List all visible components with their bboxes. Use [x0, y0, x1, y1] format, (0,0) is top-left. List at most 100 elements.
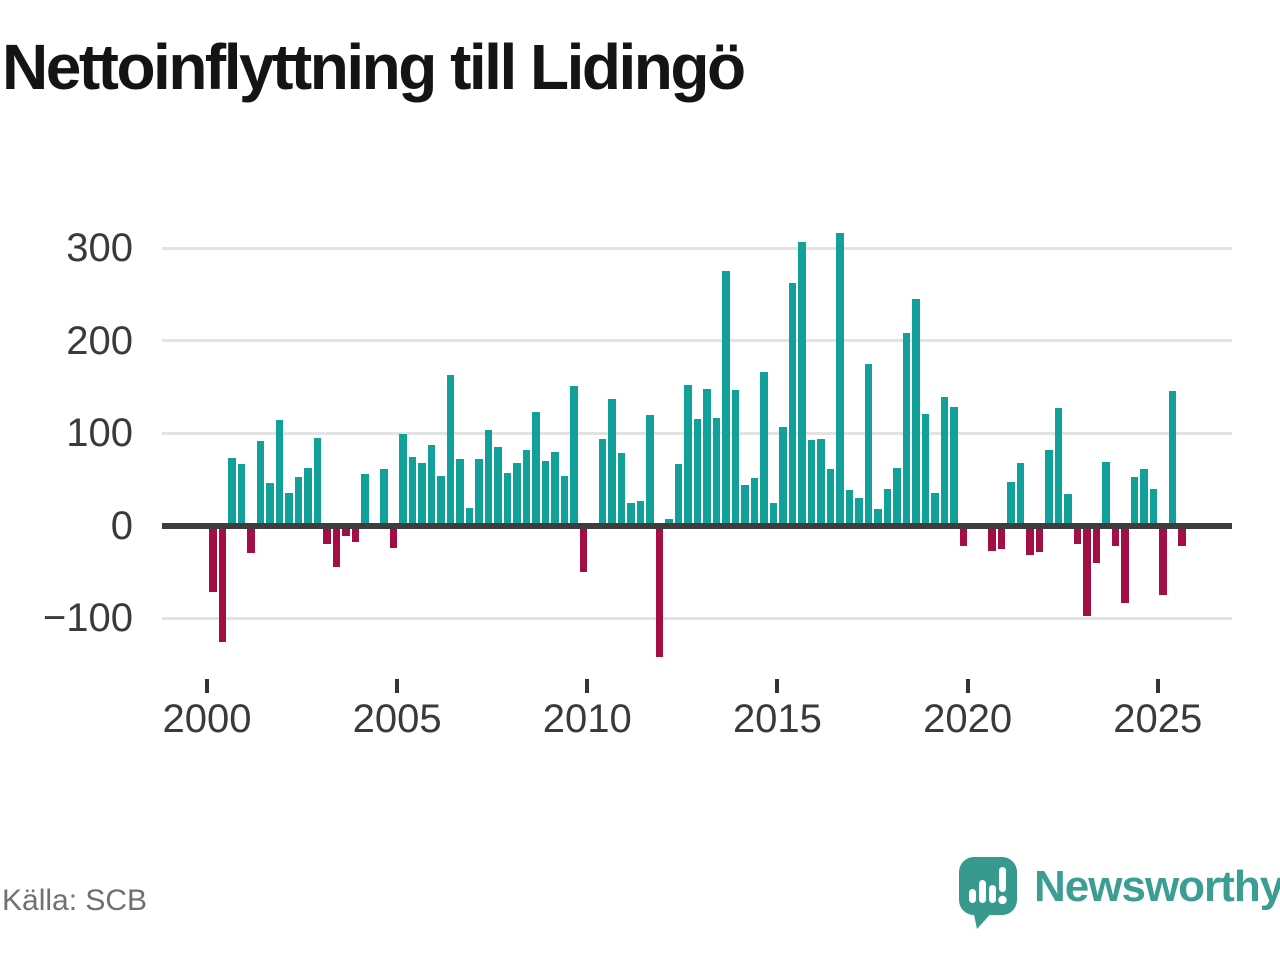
bar-2000Q4 [237, 464, 246, 526]
bar-2013Q3 [722, 271, 730, 526]
bar-2004Q1 [361, 473, 369, 526]
bar-2003Q4 [351, 525, 360, 543]
bar-2017Q3 [874, 508, 882, 526]
bar-2013Q4 [731, 389, 740, 526]
bar-2015Q1 [779, 427, 787, 526]
bar-2023Q1 [1083, 525, 1091, 617]
bar-2002Q3 [304, 468, 312, 526]
bar-2015Q3 [798, 241, 806, 526]
bar-2009Q4 [579, 525, 588, 572]
bar-2025Q2 [1168, 391, 1177, 526]
x-tick-2000 [205, 679, 209, 693]
bar-2018Q1 [893, 468, 901, 526]
bar-2016Q3 [836, 233, 844, 526]
x-tick-2020 [965, 679, 970, 693]
bar-2013Q1 [703, 388, 711, 526]
bar-2018Q2 [902, 333, 911, 526]
newsworthy-logo-text: Newsworthy [1034, 862, 1280, 911]
bar-2018Q3 [912, 298, 920, 526]
bar-2010Q2 [598, 438, 607, 526]
bar-2012Q3 [684, 384, 692, 526]
bar-2021Q1 [1007, 482, 1015, 526]
bar-2003Q3 [342, 525, 350, 536]
bar-2004Q4 [389, 525, 398, 548]
bar-2006Q4 [465, 507, 474, 526]
bar-2022Q4 [1073, 525, 1082, 544]
bar-2007Q1 [475, 458, 483, 526]
bar-2014Q2 [750, 478, 759, 526]
bar-2019Q3 [950, 407, 958, 526]
bar-2017Q2 [864, 363, 873, 526]
bar-2019Q1 [931, 493, 939, 526]
y-axis-label-100: 100 [66, 411, 133, 455]
bar-2024Q4 [1149, 488, 1158, 526]
bar-2005Q4 [427, 445, 436, 526]
bar-2003Q1 [323, 525, 331, 544]
bar-2016Q2 [826, 469, 835, 526]
bar-2011Q2 [636, 500, 645, 526]
bar-2014Q1 [741, 484, 749, 526]
bar-2025Q3 [1178, 525, 1186, 546]
bar-2022Q3 [1064, 494, 1072, 526]
bar-2007Q3 [494, 446, 502, 526]
bar-2011Q4 [655, 525, 664, 657]
bar-2000Q2 [218, 525, 227, 643]
bar-2004Q3 [380, 469, 388, 526]
x-axis-label-2025: 2025 [1113, 697, 1203, 741]
bar-2022Q1 [1045, 449, 1053, 526]
bar-2001Q2 [256, 441, 265, 526]
bar-2006Q1 [437, 475, 445, 526]
bar-2020Q3 [988, 525, 996, 552]
bar-2011Q1 [627, 503, 635, 526]
bar-2014Q3 [760, 371, 768, 526]
bar-2000Q3 [228, 457, 236, 526]
bar-2017Q1 [855, 497, 863, 526]
x-axis-label-2020: 2020 [923, 697, 1013, 741]
bar-2005Q3 [418, 462, 426, 526]
bar-2002Q2 [294, 477, 303, 526]
bar-2000Q1 [209, 525, 217, 593]
bar-2007Q4 [503, 472, 512, 526]
bar-2017Q4 [883, 488, 892, 526]
bar-2022Q2 [1054, 408, 1063, 526]
bar-2001Q3 [266, 482, 274, 526]
bar-2023Q4 [1111, 525, 1120, 546]
bar-2009Q1 [551, 452, 559, 526]
x-tick-2015 [775, 679, 780, 693]
bar-2016Q4 [845, 490, 854, 526]
bar-2010Q3 [608, 398, 616, 526]
x-tick-2025 [1155, 679, 1160, 693]
source-note: Källa: SCB [2, 884, 148, 917]
y-axis-label-200: 200 [66, 318, 133, 363]
bar-2024Q2 [1130, 477, 1139, 526]
bar-2006Q2 [446, 374, 455, 526]
bar-2003Q2 [332, 525, 341, 568]
bar-2014Q4 [769, 503, 778, 526]
bar-2016Q1 [817, 439, 825, 526]
bar-2002Q1 [285, 493, 293, 526]
x-axis-label-2010: 2010 [542, 697, 632, 741]
bar-2005Q1 [399, 433, 407, 526]
bar-2011Q3 [646, 414, 654, 526]
chart-title: Nettoinflyttning till Lidingö [2, 31, 746, 103]
x-axis-label-2000: 2000 [162, 697, 252, 741]
bar-2012Q2 [674, 463, 683, 526]
bar-2024Q1 [1121, 525, 1129, 604]
x-axis-label-2005: 2005 [352, 697, 442, 741]
gridline-300 [162, 246, 1232, 250]
bar-2009Q2 [560, 476, 569, 526]
bar-2010Q4 [617, 453, 626, 526]
gridline-200 [162, 339, 1232, 342]
bar-2001Q4 [275, 420, 284, 526]
bar-2015Q4 [807, 440, 816, 526]
bar-2021Q4 [1035, 525, 1044, 553]
bar-2008Q1 [513, 462, 521, 526]
bar-2007Q2 [484, 430, 493, 526]
bar-2009Q3 [570, 385, 578, 526]
bar-2025Q1 [1159, 525, 1167, 595]
bar-2023Q2 [1092, 525, 1101, 563]
y-axis-label-0: 0 [110, 503, 133, 548]
x-axis-line [162, 522, 1232, 529]
